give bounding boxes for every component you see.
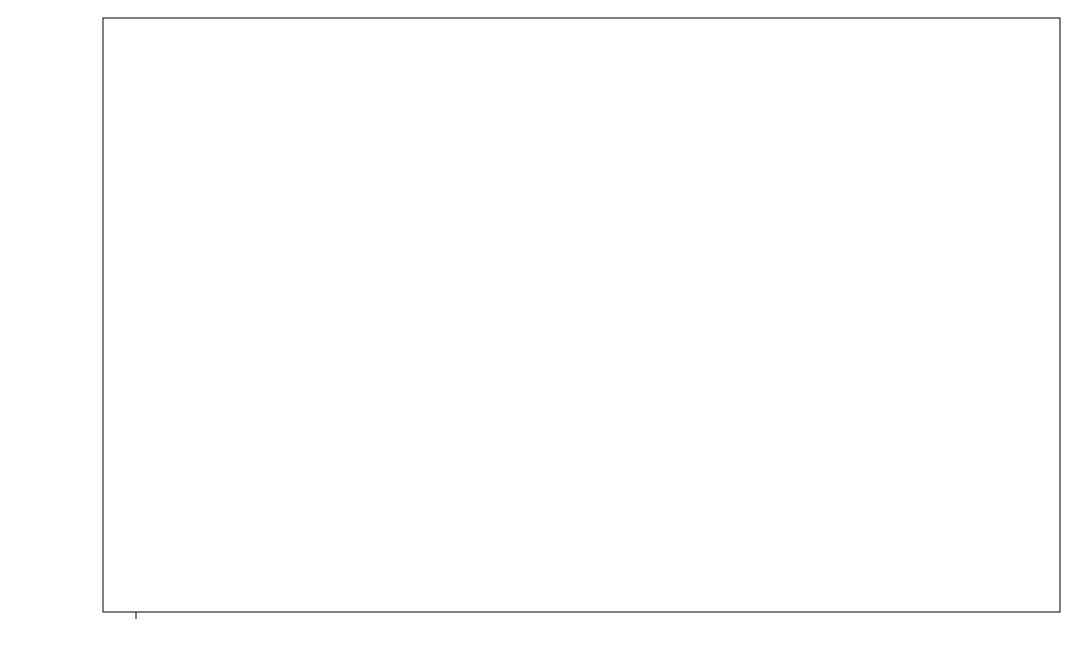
main-axes-box [103, 18, 1060, 612]
main-figure [0, 0, 1080, 664]
